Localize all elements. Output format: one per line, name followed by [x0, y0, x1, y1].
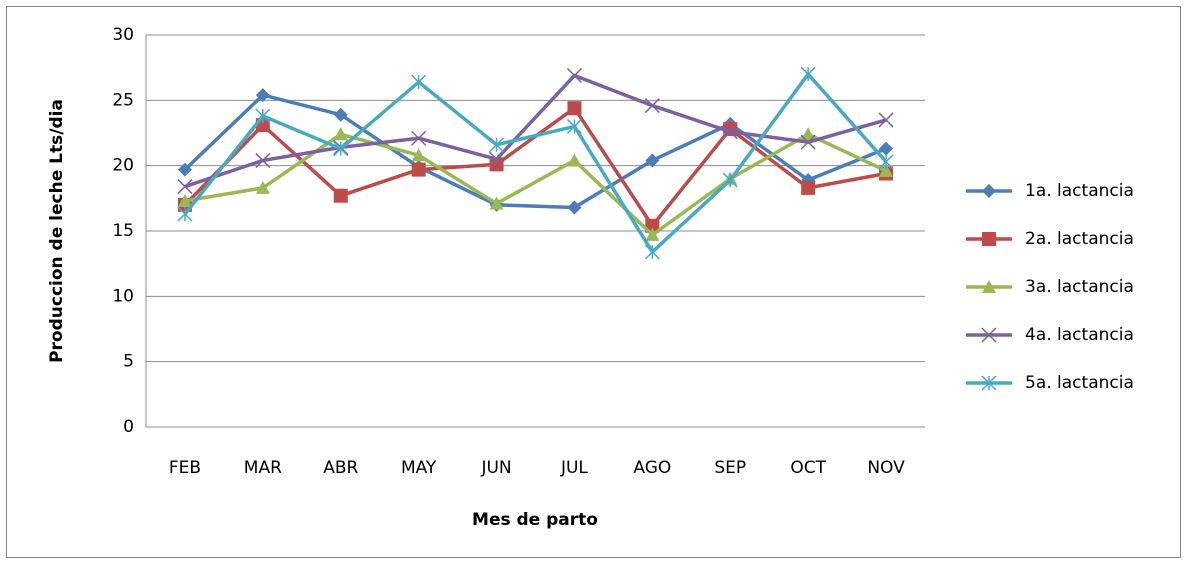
y-tick-label: 10 — [112, 286, 134, 306]
x-tick-label: ABR — [323, 458, 358, 478]
marker — [981, 375, 997, 391]
marker — [800, 134, 816, 150]
marker — [644, 244, 660, 260]
x-tick-label: JUL — [560, 458, 588, 478]
legend-label: 1a. lactancia — [1025, 181, 1134, 201]
x-tick-label: AGO — [633, 458, 671, 478]
y-tick-label: 30 — [112, 25, 134, 45]
marker — [255, 180, 270, 194]
x-tick-label: OCT — [790, 458, 826, 478]
marker — [878, 154, 894, 170]
legend-label: 2a. lactancia — [1025, 229, 1134, 249]
chart-border — [6, 6, 1181, 558]
marker — [177, 193, 192, 207]
marker — [879, 163, 894, 177]
marker — [879, 141, 894, 156]
marker — [644, 98, 660, 114]
marker — [567, 101, 582, 116]
marker — [722, 172, 738, 188]
marker — [411, 74, 427, 90]
marker — [567, 200, 582, 215]
x-axis-title: Mes de parto — [472, 510, 598, 530]
marker — [489, 151, 505, 167]
y-tick-label: 25 — [112, 90, 134, 110]
marker — [981, 327, 997, 343]
x-tick-label: NOV — [867, 458, 905, 478]
y-axis-title: Produccion de leche Lts/dia — [47, 99, 67, 363]
marker — [177, 206, 193, 222]
marker — [333, 107, 348, 122]
marker — [566, 118, 582, 134]
marker — [801, 180, 816, 195]
marker — [982, 184, 996, 198]
marker — [489, 196, 504, 210]
marker — [333, 141, 349, 157]
legend-label: 5a. lactancia — [1025, 373, 1134, 393]
y-tick-label: 15 — [112, 221, 134, 241]
marker — [566, 67, 582, 84]
marker — [645, 227, 660, 241]
marker — [411, 130, 427, 146]
marker — [800, 66, 816, 82]
marker — [411, 148, 426, 162]
x-tick-label: MAR — [244, 458, 282, 478]
marker — [982, 232, 996, 246]
legend-label: 3a. lactancia — [1025, 277, 1134, 297]
marker — [333, 188, 348, 203]
x-tick-label: JUN — [480, 458, 511, 478]
marker — [411, 162, 426, 177]
x-tick-label: SEP — [714, 458, 746, 478]
y-tick-label: 5 — [123, 352, 134, 372]
marker — [255, 108, 271, 124]
marker — [177, 162, 192, 177]
y-tick-label: 20 — [112, 156, 134, 176]
marker — [177, 179, 193, 195]
marker — [489, 157, 504, 172]
marker — [722, 124, 738, 140]
y-tick-label: 0 — [123, 417, 134, 437]
marker — [489, 137, 505, 153]
series-line — [184, 132, 887, 237]
series-line — [183, 72, 888, 254]
marker — [645, 153, 660, 168]
marker — [255, 152, 271, 168]
legend-label: 4a. lactancia — [1025, 325, 1134, 345]
marker — [255, 88, 270, 103]
series-line — [183, 93, 887, 210]
marker — [982, 280, 996, 293]
marker — [801, 127, 816, 141]
marker — [567, 153, 582, 167]
series-line — [184, 73, 887, 189]
x-tick-label: FEB — [169, 458, 201, 478]
marker — [878, 112, 894, 128]
marker — [333, 127, 348, 141]
x-tick-label: MAY — [401, 458, 437, 478]
